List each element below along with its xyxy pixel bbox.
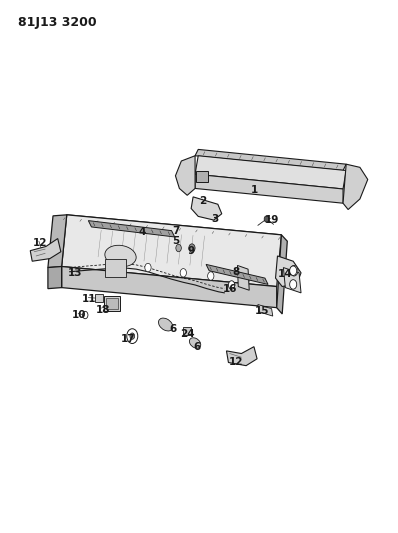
Circle shape (176, 244, 181, 252)
Ellipse shape (158, 318, 173, 331)
Text: 8: 8 (233, 267, 240, 277)
FancyBboxPatch shape (105, 259, 127, 277)
Text: 14: 14 (278, 269, 293, 279)
Text: 15: 15 (255, 306, 269, 316)
Polygon shape (195, 174, 343, 203)
Circle shape (243, 276, 249, 284)
Circle shape (127, 329, 138, 343)
Text: 5: 5 (172, 236, 179, 246)
Text: 81J13 3200: 81J13 3200 (18, 16, 97, 29)
Text: 24: 24 (180, 329, 195, 339)
Circle shape (208, 272, 214, 280)
Text: 6: 6 (170, 324, 177, 334)
Bar (104, 295, 120, 311)
Text: 1: 1 (250, 185, 258, 195)
Polygon shape (62, 215, 281, 287)
Text: 11: 11 (82, 294, 96, 304)
Circle shape (130, 333, 135, 340)
Circle shape (82, 311, 88, 319)
Polygon shape (176, 156, 195, 195)
Polygon shape (277, 235, 287, 314)
Circle shape (290, 280, 297, 289)
Text: 18: 18 (96, 305, 110, 315)
Circle shape (290, 266, 297, 276)
Text: 3: 3 (211, 214, 219, 224)
Text: 4: 4 (139, 227, 146, 237)
Text: 9: 9 (187, 246, 195, 256)
Polygon shape (258, 304, 273, 316)
Circle shape (145, 263, 151, 272)
Bar (183, 327, 191, 335)
Polygon shape (191, 197, 222, 220)
Polygon shape (206, 264, 268, 285)
Polygon shape (238, 265, 249, 290)
Polygon shape (226, 346, 257, 366)
Polygon shape (62, 266, 277, 308)
Text: 19: 19 (264, 215, 279, 225)
Text: 17: 17 (121, 334, 136, 344)
Text: 2: 2 (199, 196, 207, 206)
Text: 16: 16 (223, 284, 238, 294)
Polygon shape (195, 156, 346, 189)
Text: 13: 13 (68, 268, 83, 278)
Text: 12: 12 (33, 238, 47, 248)
Text: 6: 6 (193, 342, 201, 352)
Polygon shape (48, 266, 62, 289)
Polygon shape (88, 221, 175, 237)
Circle shape (290, 265, 298, 276)
Bar (196, 171, 208, 182)
Polygon shape (48, 215, 67, 268)
Polygon shape (283, 268, 301, 293)
Text: 12: 12 (229, 358, 244, 367)
Ellipse shape (189, 338, 201, 348)
Polygon shape (62, 215, 281, 242)
Circle shape (180, 269, 186, 277)
Polygon shape (30, 239, 61, 261)
Polygon shape (343, 164, 368, 209)
Ellipse shape (105, 245, 136, 266)
Circle shape (264, 216, 269, 222)
Bar (106, 297, 118, 309)
Bar (95, 294, 103, 302)
Polygon shape (275, 256, 301, 287)
Circle shape (228, 281, 235, 289)
Circle shape (189, 244, 195, 252)
Text: 7: 7 (172, 225, 179, 236)
Polygon shape (195, 149, 346, 171)
Text: 10: 10 (72, 310, 86, 320)
